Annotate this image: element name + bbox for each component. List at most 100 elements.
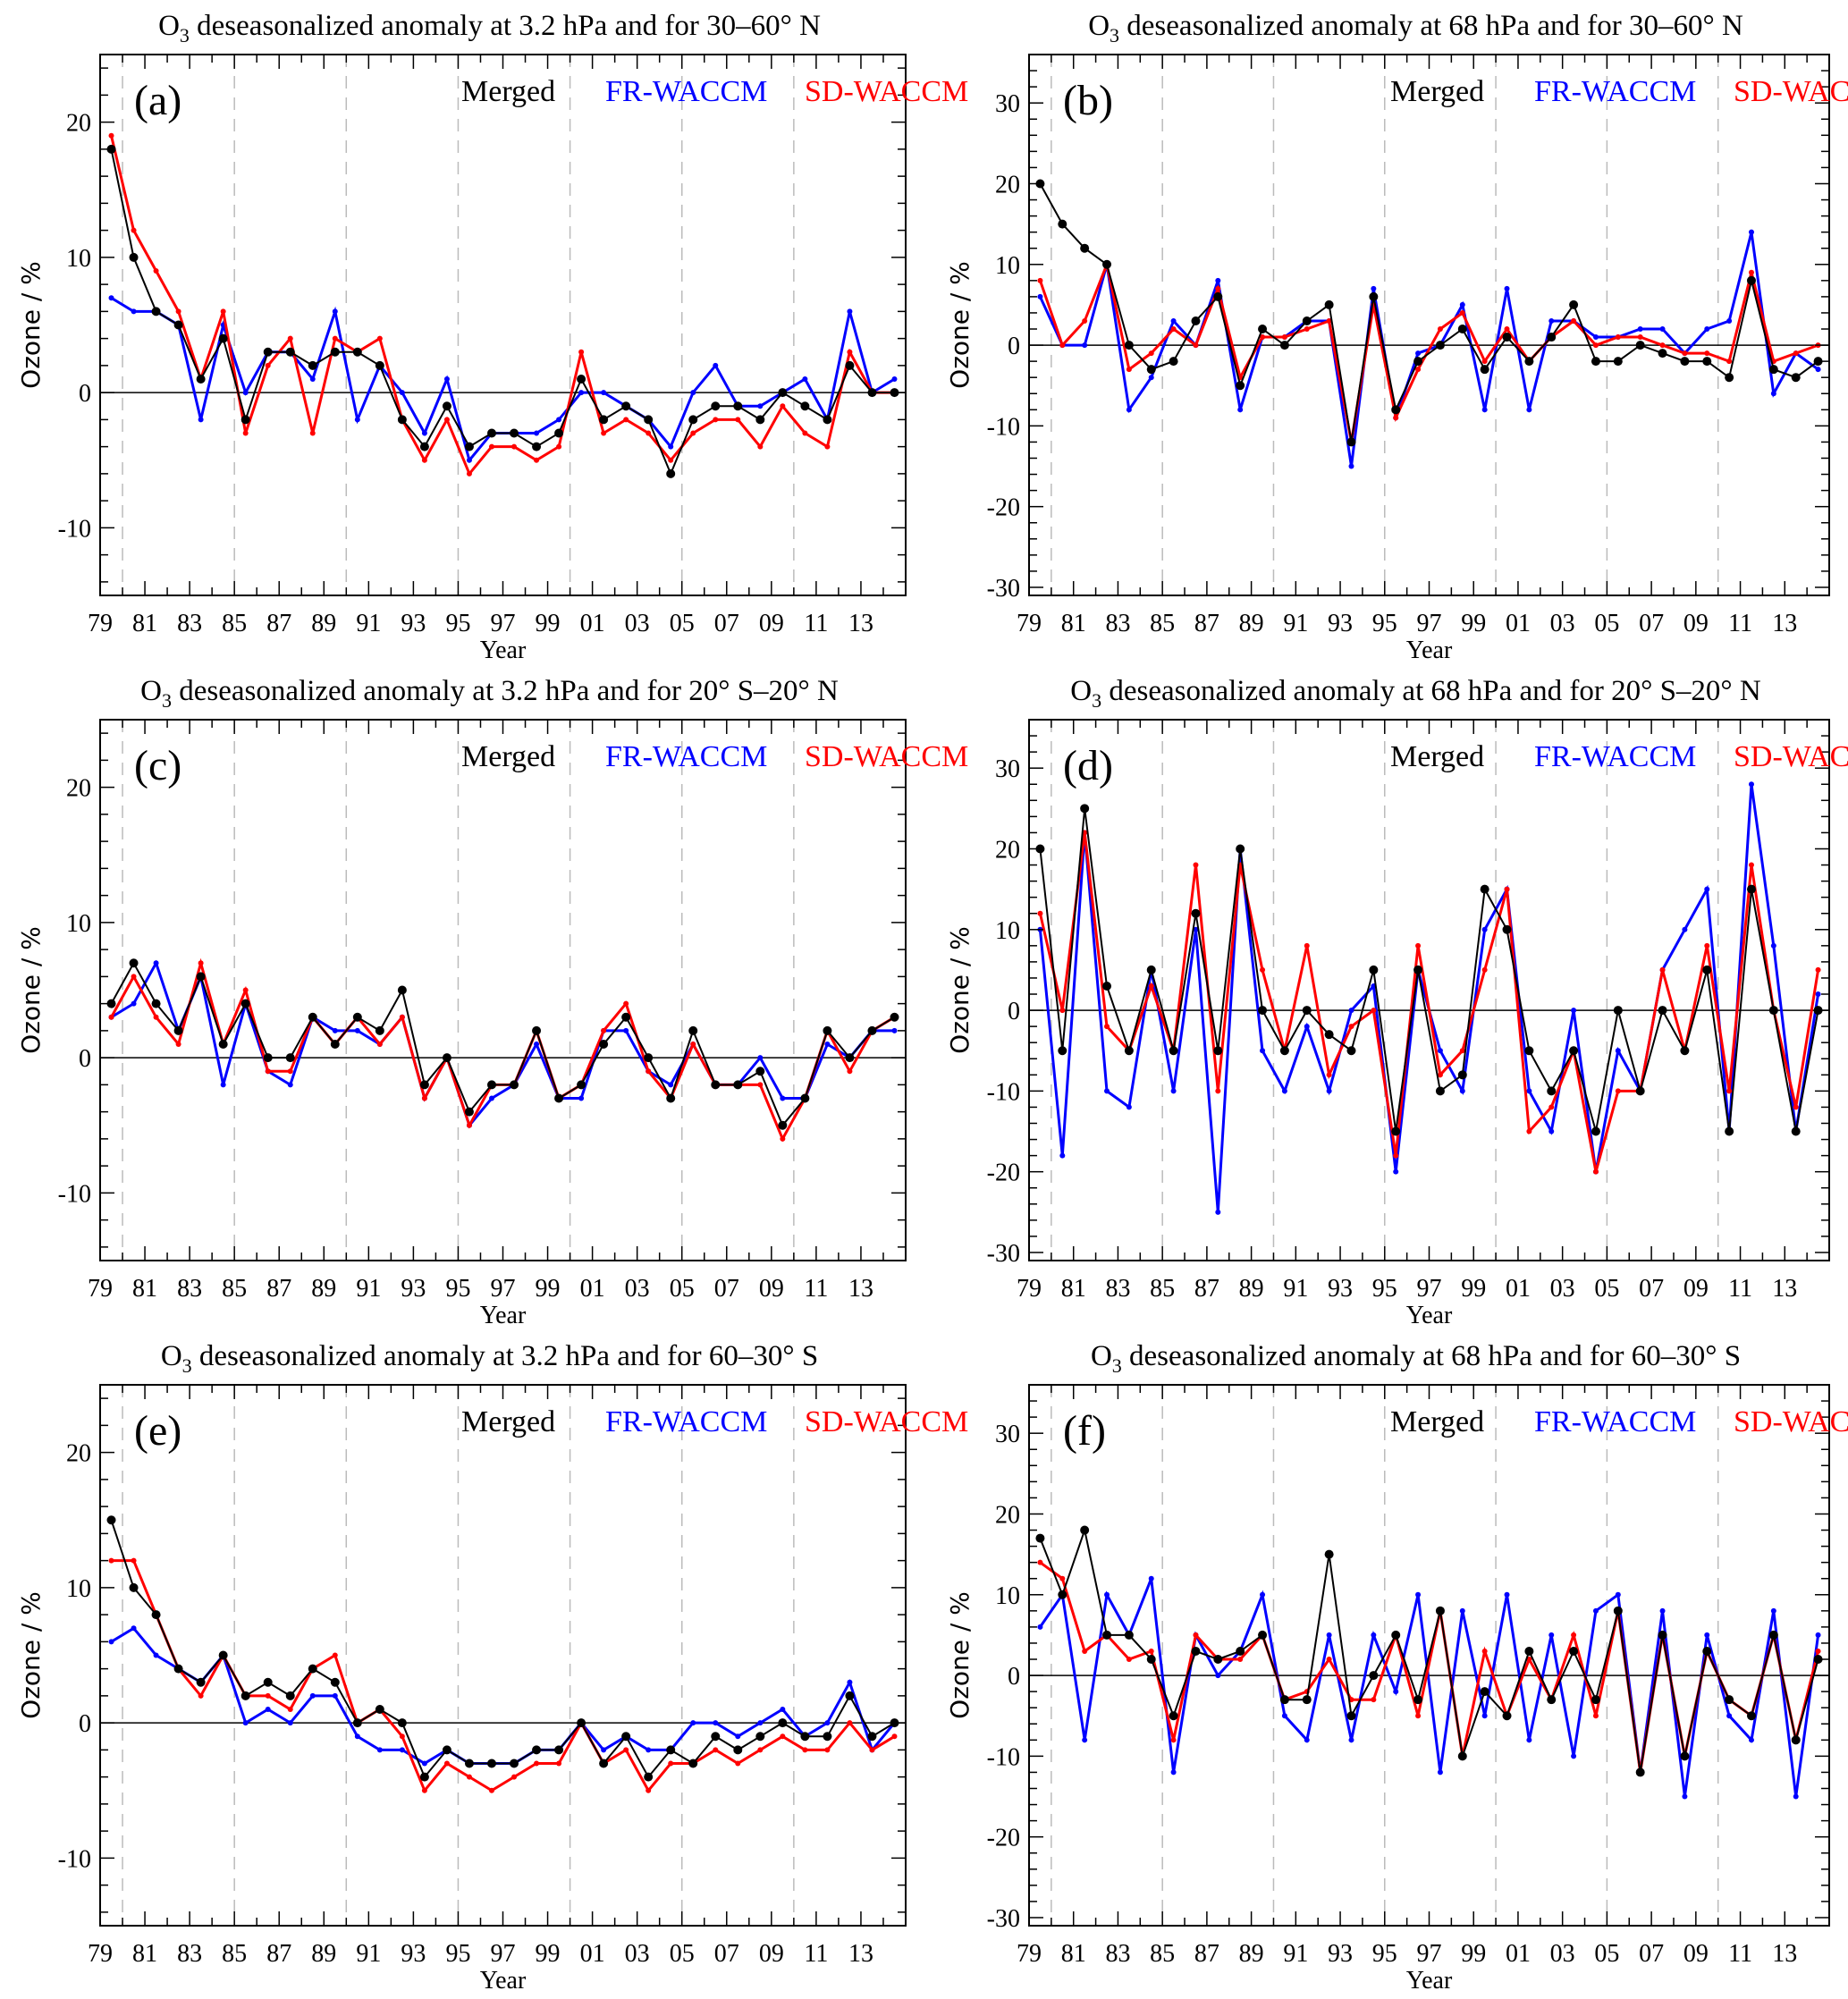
data-point-merged (151, 999, 161, 1008)
data-point-merged (1435, 341, 1445, 350)
data-point-merged (1591, 1126, 1600, 1136)
x-tick-label: 95 (1372, 1940, 1397, 1968)
data-point-merged (1413, 1695, 1423, 1705)
data-point-sd (466, 1774, 472, 1780)
y-tick-label: 0 (79, 1710, 91, 1738)
data-point-sd (1281, 334, 1287, 341)
data-point-merged (106, 144, 116, 154)
legend-fr-waccm: FR-WACCM (1534, 740, 1696, 773)
y-tick-label: 0 (79, 380, 91, 408)
data-point-merged (778, 388, 788, 398)
x-tick-label: 81 (1061, 610, 1086, 637)
x-tick-label: 05 (670, 610, 695, 637)
data-point-fr (1326, 1088, 1332, 1094)
data-point-sd (1481, 1648, 1488, 1654)
data-point-sd (376, 335, 383, 342)
data-point-fr (735, 1733, 741, 1740)
data-point-merged (1258, 1630, 1268, 1640)
data-point-fr (153, 1652, 159, 1658)
data-point-fr (1659, 326, 1666, 333)
legend-sd-waccm: SD-WACCM (1734, 75, 1848, 108)
data-point-sd (623, 417, 629, 423)
data-point-sd (802, 1747, 808, 1753)
x-tick-label: 85 (1150, 1940, 1175, 1968)
chart-title: O3 deseasonalized anomaly at 3.2 hPa and… (140, 675, 839, 712)
x-tick-label: 93 (1328, 1940, 1353, 1968)
data-point-fr (1304, 1737, 1310, 1743)
data-point-fr (1348, 463, 1354, 469)
data-point-merged (1213, 1046, 1223, 1056)
data-point-merged (644, 1772, 654, 1782)
x-tick-label: 01 (580, 1275, 605, 1303)
y-tick-label: 30 (995, 755, 1020, 783)
data-point-fr (1481, 407, 1488, 413)
x-tick-label: 03 (625, 610, 650, 637)
data-point-fr (534, 1042, 540, 1047)
data-point-fr (757, 1720, 764, 1726)
y-axis-label: Ozone / % (945, 926, 975, 1054)
data-point-merged (823, 1732, 832, 1742)
data-point-fr (824, 1720, 831, 1726)
legend-fr-waccm: FR-WACCM (1534, 1405, 1696, 1438)
data-point-sd (511, 1774, 518, 1780)
data-point-sd (1459, 1048, 1465, 1054)
x-tick-label: 01 (580, 610, 605, 637)
data-point-merged (666, 1093, 676, 1103)
chart-panel-d: O3 deseasonalized anomaly at 68 hPa and … (945, 675, 1848, 1329)
data-point-merged (442, 1053, 451, 1063)
data-point-merged (621, 1012, 631, 1022)
data-point-merged (1524, 357, 1534, 367)
y-axis-label: Ozone / % (16, 261, 46, 389)
data-point-sd (1615, 1088, 1621, 1094)
data-point-fr (1726, 1713, 1733, 1719)
y-tick-label: 10 (995, 1582, 1020, 1610)
data-point-sd (1637, 334, 1643, 341)
data-point-fr (1170, 1769, 1177, 1775)
data-point-merged (778, 1718, 788, 1728)
legend-fr-waccm: FR-WACCM (605, 740, 767, 773)
data-point-merged (1480, 884, 1489, 894)
data-point-fr (108, 1639, 114, 1645)
x-tick-label: 87 (266, 610, 291, 637)
x-axis-label: Year (1406, 1302, 1453, 1329)
data-point-merged (1236, 1646, 1245, 1656)
y-tick-label: 10 (66, 910, 91, 938)
data-point-sd (443, 417, 450, 423)
data-point-merged (464, 442, 474, 451)
series-line-merged (110, 148, 895, 477)
data-point-merged (599, 1759, 609, 1768)
data-point-sd (1215, 1088, 1221, 1094)
data-point-sd (1815, 966, 1821, 973)
data-point-fr (1260, 1591, 1266, 1598)
data-point-fr (847, 1679, 853, 1685)
x-tick-label: 01 (1506, 1940, 1531, 1968)
data-point-fr (1748, 1737, 1754, 1743)
x-axis-label: Year (1406, 637, 1453, 664)
legend-fr-waccm: FR-WACCM (605, 75, 767, 108)
data-point-sd (891, 1733, 898, 1740)
x-tick-label: 91 (1283, 1275, 1308, 1303)
legend-sd-waccm: SD-WACCM (1734, 1405, 1848, 1438)
x-tick-label: 13 (848, 1940, 873, 1968)
data-point-merged (1813, 1655, 1823, 1665)
data-point-sd (309, 430, 316, 436)
data-point-sd (1148, 983, 1154, 989)
x-tick-label: 81 (132, 1275, 157, 1303)
data-point-merged (1102, 259, 1112, 269)
data-point-sd (1326, 317, 1332, 324)
title-subscript: 3 (1112, 1354, 1122, 1377)
data-point-merged (308, 1664, 317, 1674)
data-point-fr (713, 1720, 719, 1726)
data-point-merged (1035, 1533, 1045, 1543)
data-point-sd (847, 1068, 853, 1075)
data-point-merged (1613, 1606, 1623, 1615)
x-tick-label: 99 (1461, 1275, 1486, 1303)
data-point-merged (1191, 316, 1201, 325)
data-point-fr (1126, 1104, 1132, 1110)
x-tick-label: 97 (491, 610, 516, 637)
data-point-sd (1148, 1648, 1154, 1654)
data-point-merged (510, 1759, 519, 1768)
data-point-merged (1169, 1711, 1178, 1721)
data-point-fr (354, 1027, 360, 1033)
